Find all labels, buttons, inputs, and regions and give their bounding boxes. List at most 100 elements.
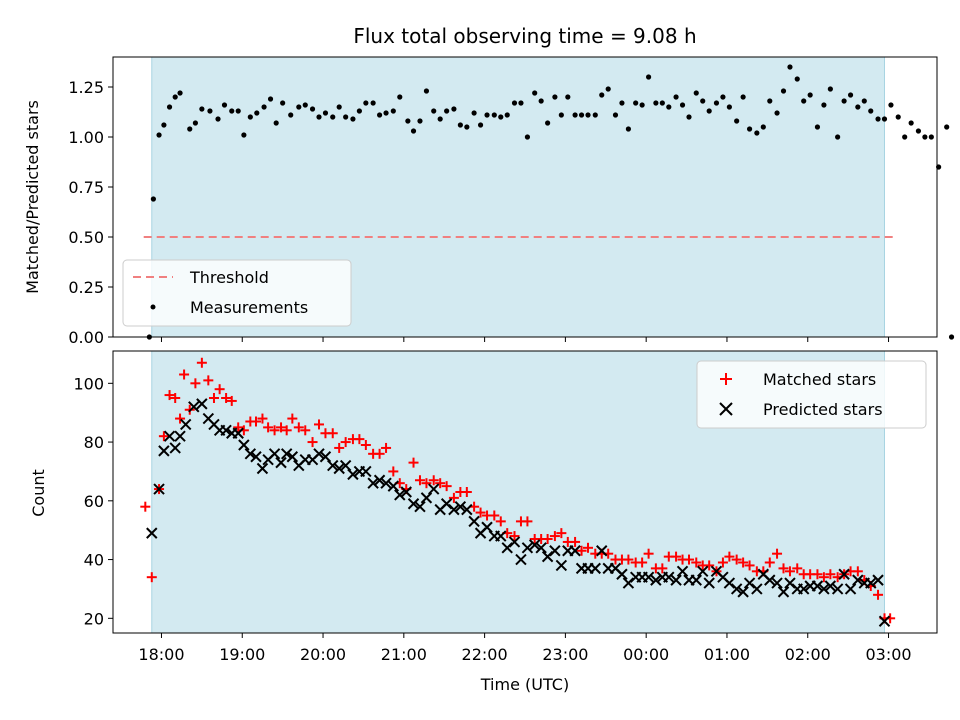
legend-predicted-swatch	[719, 402, 733, 416]
measurement-point	[511, 100, 518, 106]
predicted-star-point	[238, 439, 250, 451]
matched-star-point	[461, 487, 472, 497]
measurement-point	[794, 76, 800, 82]
measurement-point	[444, 108, 450, 114]
predicted-star-point	[327, 459, 339, 472]
predicted-star-point	[448, 503, 460, 516]
matched-star-point	[360, 440, 371, 450]
measurement-point	[532, 90, 538, 96]
matched-star-point	[214, 384, 225, 395]
matched-star-point	[623, 554, 634, 565]
predicted-star-point	[703, 577, 715, 589]
bottom-y-tick-label: 60	[84, 492, 104, 511]
bottom-y-tick-label: 20	[84, 609, 104, 628]
bottom-y-tick-label: 80	[84, 433, 104, 452]
predicted-star-point	[407, 498, 420, 510]
predicted-star-point	[280, 448, 293, 460]
measurement-point	[578, 112, 585, 118]
measurement-point	[161, 122, 167, 128]
matched-star-point	[287, 413, 298, 424]
matched-star-point	[812, 569, 823, 580]
bottom-y-tick-label: 40	[84, 551, 104, 570]
measurement-point	[172, 94, 178, 100]
predicted-star-point	[865, 577, 877, 589]
matched-star-point	[281, 425, 292, 436]
matched-star-point	[340, 437, 351, 448]
predicted-star-point	[468, 515, 480, 528]
matched-star-point	[772, 548, 783, 559]
bottom-panel: 20 40 60 80 100 18:00 19:00 20:00 21:00 22:00 23:…	[29, 350, 938, 694]
measurement-point	[801, 98, 807, 104]
predicted-star-point	[535, 542, 547, 554]
matched-star-point	[158, 431, 169, 442]
predicted-star-point	[313, 448, 325, 460]
matched-star-point	[852, 566, 863, 577]
matched-star-point	[435, 478, 446, 489]
predicted-star-point	[777, 586, 790, 598]
bottom-x-tick-label: 18:00	[138, 645, 184, 664]
matched-star-point	[522, 516, 533, 527]
measurement-point	[199, 106, 205, 112]
top-y-tick-label: 1.00	[68, 128, 104, 147]
measurement-point	[383, 110, 389, 116]
predicted-star-point	[797, 583, 810, 595]
measurement-point	[740, 94, 746, 100]
matched-star-point	[784, 566, 795, 577]
measurement-point	[948, 334, 955, 340]
predicted-star-point	[852, 574, 864, 586]
measurement-point	[558, 112, 564, 118]
measurement-point	[605, 86, 611, 92]
predicted-star-point	[495, 530, 507, 542]
matched-star-point	[257, 413, 268, 424]
measurement-point	[713, 100, 720, 106]
measurement-point	[599, 92, 605, 98]
predicted-star-point	[872, 574, 884, 586]
predicted-star-point	[508, 536, 521, 548]
legend-predicted-label: Predicted stars	[763, 400, 883, 419]
measurement-point	[397, 94, 403, 100]
x-axis-label: Time (UTC)	[480, 675, 569, 694]
measurement-point	[552, 94, 558, 100]
measurement-point	[679, 102, 686, 108]
measurement-point	[881, 116, 888, 122]
legend-matched-swatch	[720, 373, 732, 385]
predicted-star-point	[844, 583, 857, 595]
predicted-star-point	[387, 480, 400, 492]
matched-star-point	[671, 551, 682, 562]
matched-star-point	[233, 422, 244, 433]
measurement-point	[847, 92, 854, 98]
predicted-star-point	[616, 568, 628, 580]
measurement-point	[296, 104, 302, 110]
measurement-point	[767, 98, 773, 104]
measurement-point	[653, 100, 659, 106]
measurement-point	[221, 102, 228, 108]
measurement-point	[875, 116, 881, 122]
matched-star-point	[637, 557, 648, 568]
matched-star-point	[269, 425, 280, 436]
predicted-star-point	[737, 586, 749, 598]
predicted-star-point	[690, 574, 702, 586]
matched-star-point	[489, 510, 500, 521]
predicted-star-point	[232, 427, 244, 439]
predicted-star-point	[360, 465, 372, 478]
predicted-star-point	[549, 545, 561, 557]
predicted-star-point	[481, 521, 493, 533]
measurement-point	[944, 124, 950, 130]
measurement-point	[370, 100, 376, 106]
measurement-point	[619, 100, 625, 106]
predicted-star-point	[244, 448, 257, 460]
matched-stars-series	[140, 357, 896, 624]
measurement-point	[706, 108, 712, 114]
predicted-star-point	[394, 489, 406, 501]
measurement-point	[336, 104, 342, 110]
predicted-star-point	[831, 583, 844, 595]
predicted-star-point	[663, 571, 675, 583]
measurement-point	[726, 104, 732, 110]
predicted-star-point	[824, 580, 837, 592]
measurement-point	[633, 100, 639, 106]
bottom-y-tick-label: 100	[73, 374, 104, 393]
measurement-point	[902, 134, 908, 140]
measurement-point	[350, 116, 356, 122]
measurement-point	[585, 112, 591, 118]
